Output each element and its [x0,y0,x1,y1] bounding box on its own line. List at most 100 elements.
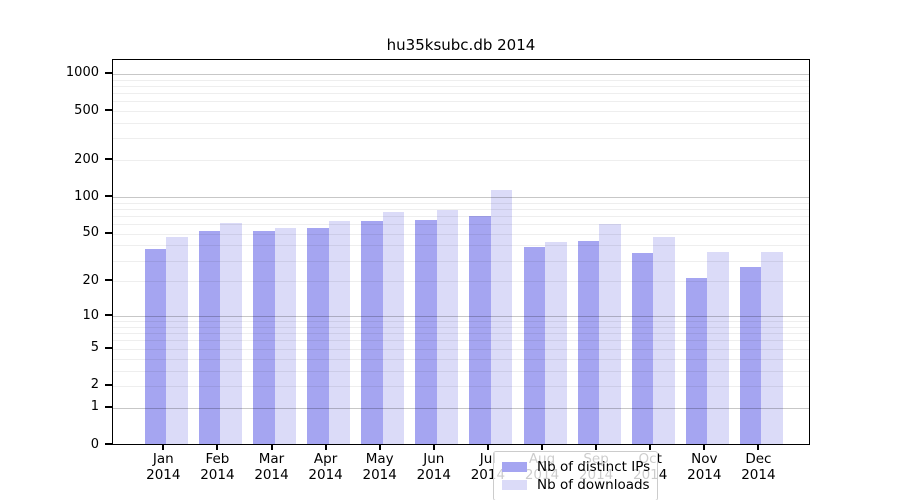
x-tick-dec [757,445,760,450]
x-tick-label-may: May 2014 [362,451,397,483]
gridline-minor-70 [113,215,809,217]
x-tick-jan [162,445,165,450]
bar-dec-downloads [761,251,783,444]
chart-title: hu35ksubc.db 2014 [386,36,536,54]
x-tick-aug [541,445,543,450]
y-tick-200 [105,158,112,161]
legend-swatch-distinct-ips [502,462,527,472]
legend-row-distinct-ips: Nb of distinct IPs [502,458,651,476]
gridline-minor-6 [113,340,809,342]
y-tick-50 [105,231,112,234]
gridline-minor-9 [113,321,809,323]
bar-oct-distinct-ips [631,253,654,444]
bar-aug-distinct-ips [523,247,545,444]
bar-jul-downloads [490,190,513,444]
x-tick-label-jun: Jun 2014 [416,451,451,483]
x-tick-label-feb: Feb 2014 [200,451,235,483]
y-tick-label-500: 500 [74,102,99,118]
bar-nov-downloads [707,251,729,444]
legend-row-downloads: Nb of downloads [502,476,650,494]
gridline-major-10 [113,316,809,318]
gridline-minor-20 [113,281,809,283]
gridline-minor-4 [113,358,809,360]
gridline-minor-5 [113,348,809,350]
gridline-minor-700 [113,92,809,94]
gridline-minor-7 [113,333,809,335]
bar-sep-downloads [599,224,621,444]
y-tick-500 [105,109,112,112]
plot-canvas [113,60,809,444]
bar-feb-downloads [220,223,242,444]
gridline-minor-40 [113,245,809,247]
legend: Nb of distinct IPs Nb of downloads [493,451,658,500]
x-tick-sep [595,445,598,450]
legend-label-downloads: Nb of downloads [537,477,650,493]
x-tick-nov [703,445,706,450]
x-tick-may [378,445,381,450]
gridline-minor-8 [113,326,809,328]
y-tick-label-1000: 1000 [65,65,99,81]
gridline-minor-80 [113,208,809,210]
bar-may-distinct-ips [361,221,383,444]
bar-aug-downloads [545,241,567,444]
legend-swatch-downloads [502,480,527,490]
y-tick-1 [105,405,112,408]
bar-apr-distinct-ips [307,227,329,444]
bar-jan-distinct-ips [144,248,167,444]
x-tick-apr [324,445,327,450]
gridline-minor-400 [113,122,809,124]
bar-jun-downloads [436,209,459,444]
bar-mar-distinct-ips [253,230,275,444]
legend-label-distinct-ips: Nb of distinct IPs [537,459,651,475]
gridline-major-1000 [113,73,809,75]
y-tick-label-200: 200 [74,151,99,167]
gridline-minor-800 [113,85,809,87]
x-tick-label-jan: Jan 2014 [146,451,181,483]
gridline-major-1 [113,407,809,409]
y-tick-1000 [105,71,112,74]
bar-jun-distinct-ips [415,219,437,444]
bar-nov-distinct-ips [685,277,708,444]
y-tick-100 [105,195,112,198]
bar-dec-distinct-ips [739,266,762,444]
y-tick-20 [105,279,112,282]
y-tick-label-20: 20 [82,272,99,288]
bar-mar-downloads [274,227,296,444]
gridline-major-100 [113,197,809,199]
plot-area: Nb of distinct IPs Nb of downloads [112,59,810,500]
bar-jan-downloads [166,237,188,444]
gridline-minor-300 [113,138,809,140]
x-tick-jul [486,445,489,450]
gridline-minor-90 [113,202,809,204]
y-tick-label-50: 50 [82,225,99,241]
gridline-minor-3 [113,370,809,372]
x-tick-label-nov: Nov 2014 [687,451,722,483]
bar-apr-downloads [328,221,351,444]
gridline-minor-500 [113,111,809,113]
x-tick-oct [649,445,652,450]
y-tick-label-0: 0 [90,436,99,452]
x-tick-jun [432,445,435,450]
bar-oct-downloads [653,237,675,444]
y-tick-0 [105,443,112,445]
gridline-minor-900 [113,79,809,81]
x-tick-label-mar: Mar 2014 [254,451,289,483]
gridline-minor-2 [113,385,809,387]
bar-sep-distinct-ips [577,240,600,444]
y-tick-10 [105,314,112,317]
y-tick-2 [105,383,112,386]
y-tick-label-5: 5 [90,340,99,356]
gridline-minor-600 [113,101,809,103]
bar-may-downloads [382,212,405,444]
y-tick-label-100: 100 [74,188,99,204]
y-tick-5 [105,346,112,349]
x-tick-mar [270,445,273,450]
y-tick-label-2: 2 [90,377,99,393]
gridline-minor-60 [113,224,809,226]
x-tick-label-apr: Apr 2014 [308,451,343,483]
x-tick-feb [216,445,219,450]
bar-jul-distinct-ips [469,215,491,444]
gridline-minor-30 [113,260,809,262]
gridline-minor-50 [113,233,809,235]
